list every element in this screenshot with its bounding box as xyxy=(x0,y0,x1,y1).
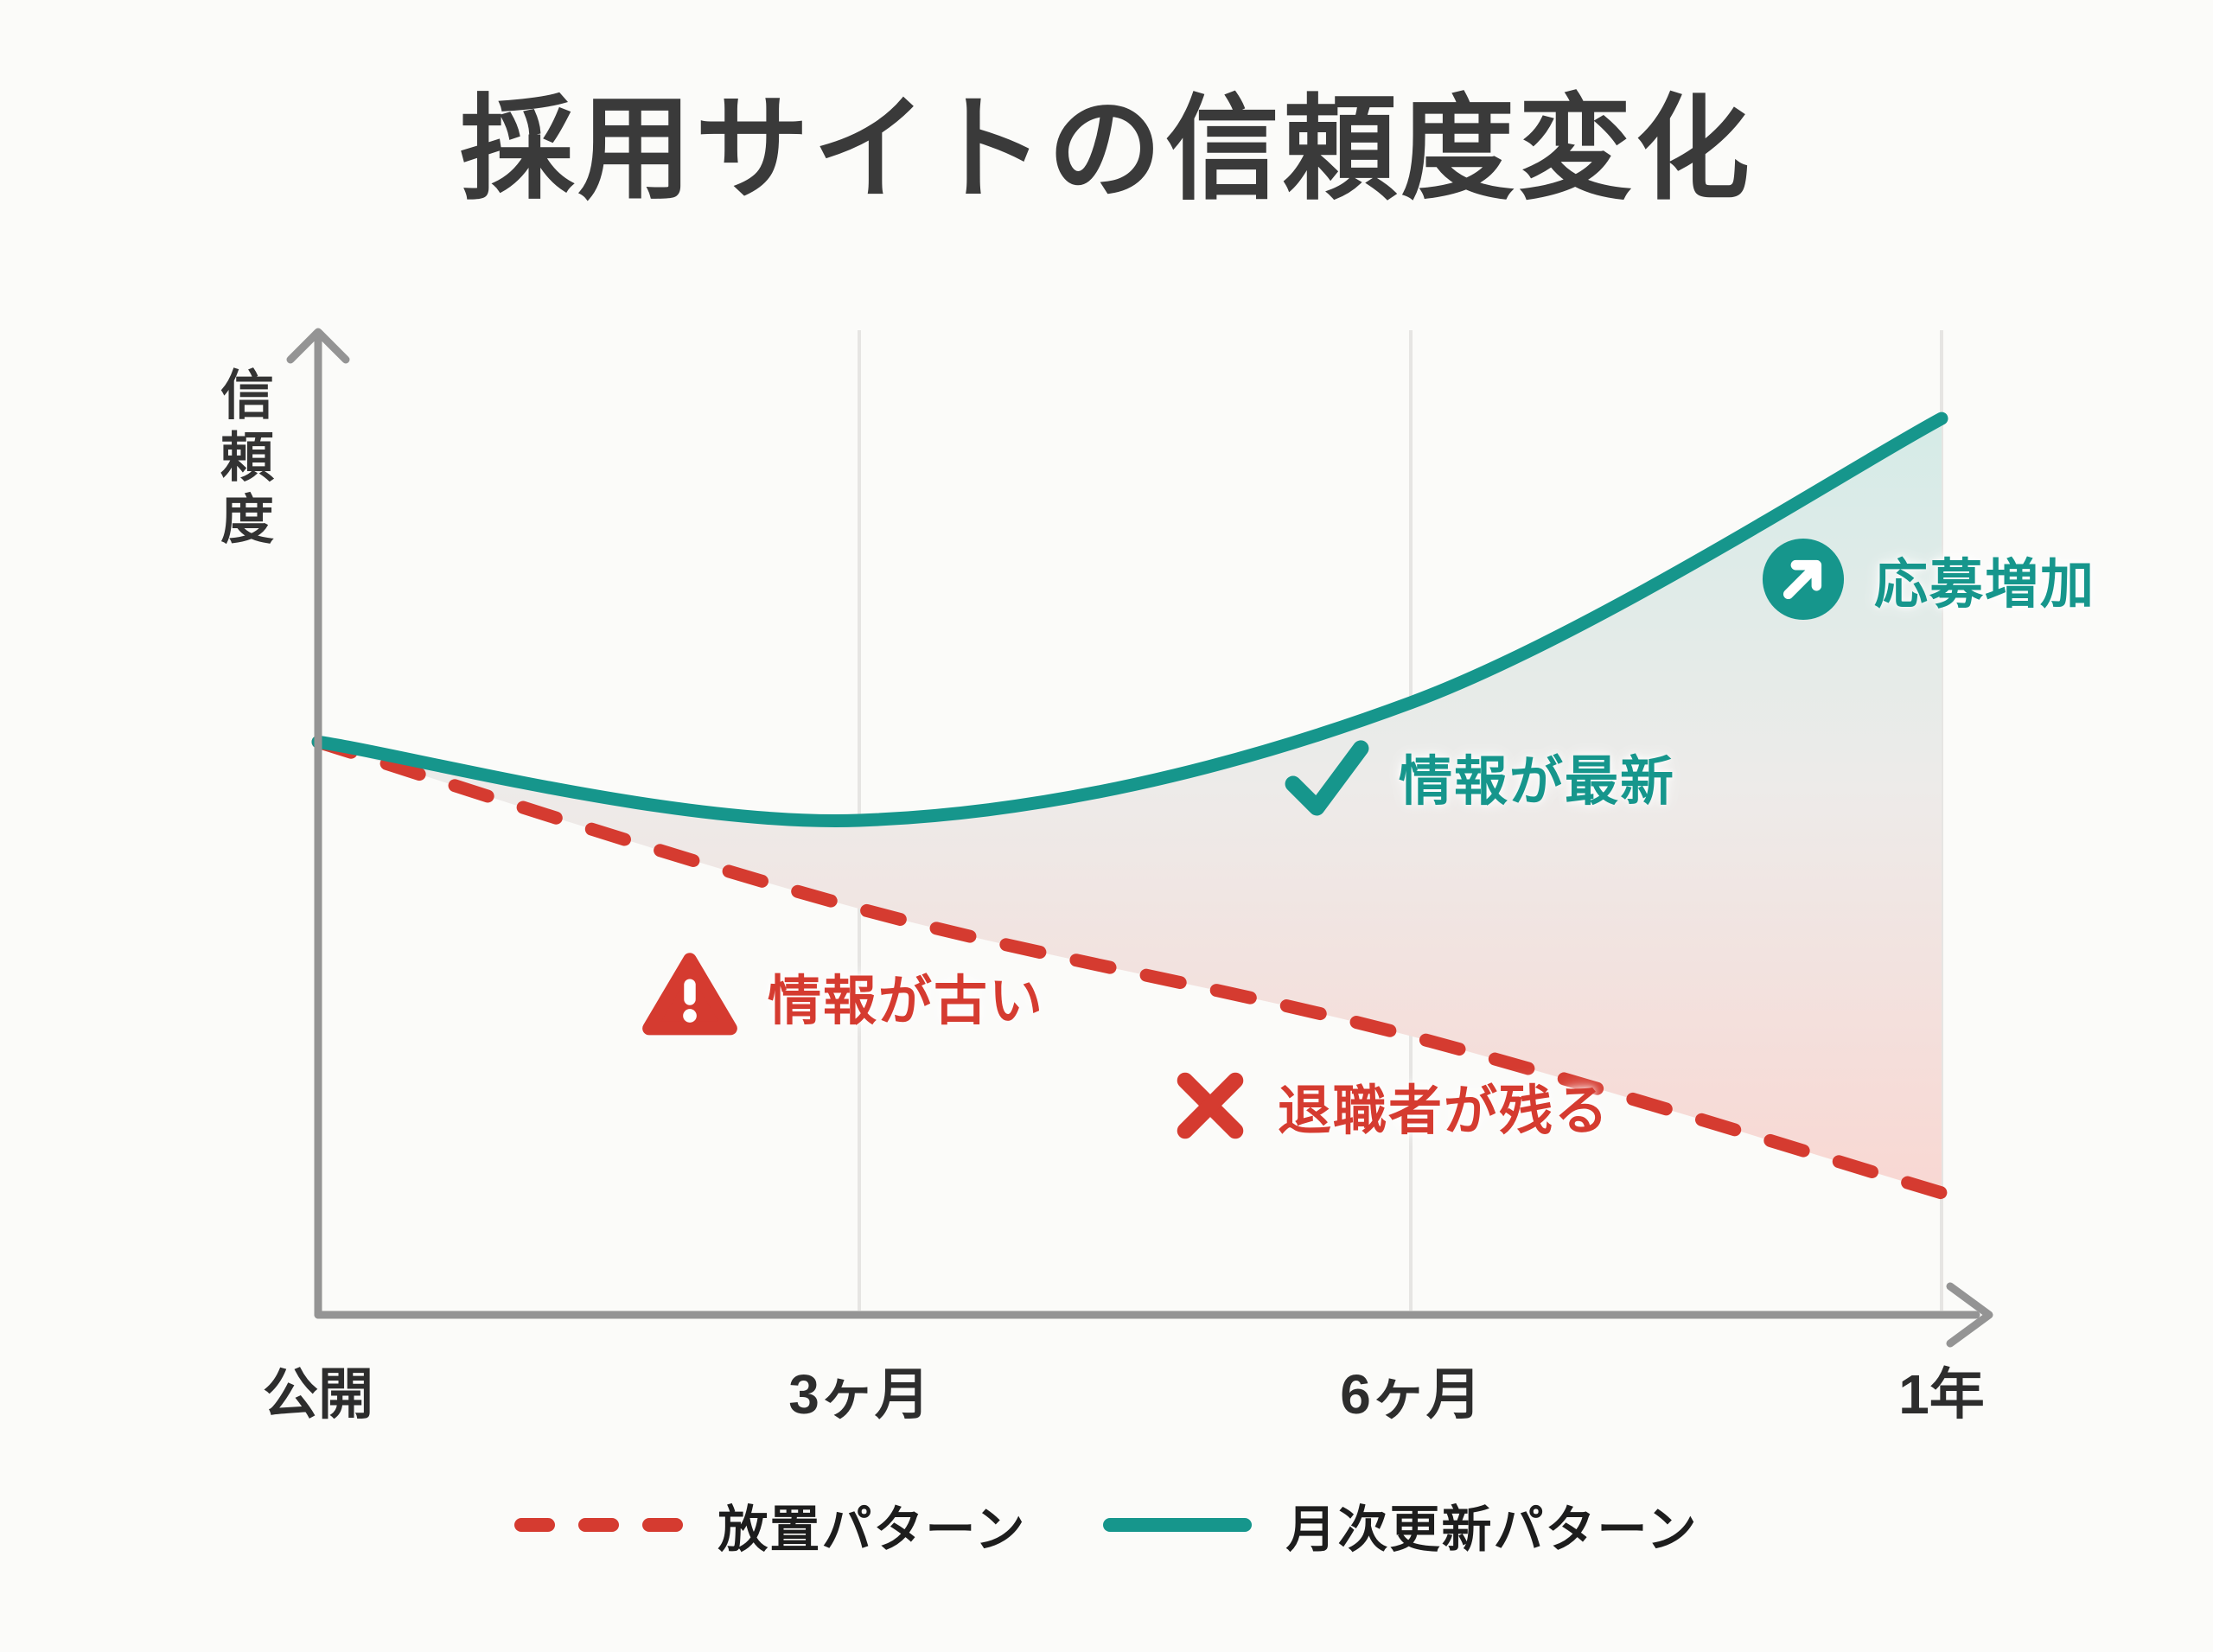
arrow-up-right-icon xyxy=(1762,538,1845,621)
warning-triangle-icon xyxy=(642,953,737,1036)
x-mark-icon xyxy=(1177,1072,1244,1139)
x-tick-publish: 公開 xyxy=(263,1363,373,1426)
annotation-applications-up: 応募増加 xyxy=(1762,534,2095,624)
x-axis-arrowhead xyxy=(1946,1282,1993,1348)
annotation-label: 情報が最新 xyxy=(1399,752,1676,812)
monthly-update-curve xyxy=(311,411,1948,827)
legend-label: 月次更新パターン xyxy=(1285,1502,1699,1558)
x-tick-1year: 1年 xyxy=(1898,1363,1985,1426)
annotation-label: 退職者が残る xyxy=(1278,1081,1610,1141)
area-between-curves xyxy=(318,418,1942,1193)
annotation-stale-info: 情報が古い xyxy=(641,951,1044,1040)
y-axis-label: 信頼度 xyxy=(212,367,271,553)
legend-item-neglect: 放置パターン xyxy=(514,1489,1026,1561)
solid-line-sample xyxy=(1102,1518,1252,1532)
dashed-line-sample xyxy=(514,1518,684,1532)
x-tick-3months: 3ヶ月 xyxy=(788,1363,930,1426)
y-axis-arrowhead xyxy=(286,328,350,364)
series-layer xyxy=(311,411,1948,1200)
annotation-label: 情報が古い xyxy=(768,971,1045,1031)
annotation-fresh-info: 情報が最新 xyxy=(1285,737,1675,816)
legend-item-monthly-update: 月次更新パターン xyxy=(1102,1489,1699,1561)
axes xyxy=(286,328,1993,1348)
legend-label: 放置パターン xyxy=(717,1502,1027,1558)
chart-legend: 放置パターン 月次更新パターン xyxy=(0,1489,2213,1561)
check-icon xyxy=(1285,740,1369,816)
annotation-leavers-remain: 退職者が残る xyxy=(1172,1067,1610,1145)
x-tick-6months: 6ヶ月 xyxy=(1340,1363,1482,1426)
chart-title: 採用サイトの信頼度変化 xyxy=(460,86,1753,213)
neglect-curve xyxy=(311,735,1948,1200)
annotation-label: 応募増加 xyxy=(1874,555,2096,615)
